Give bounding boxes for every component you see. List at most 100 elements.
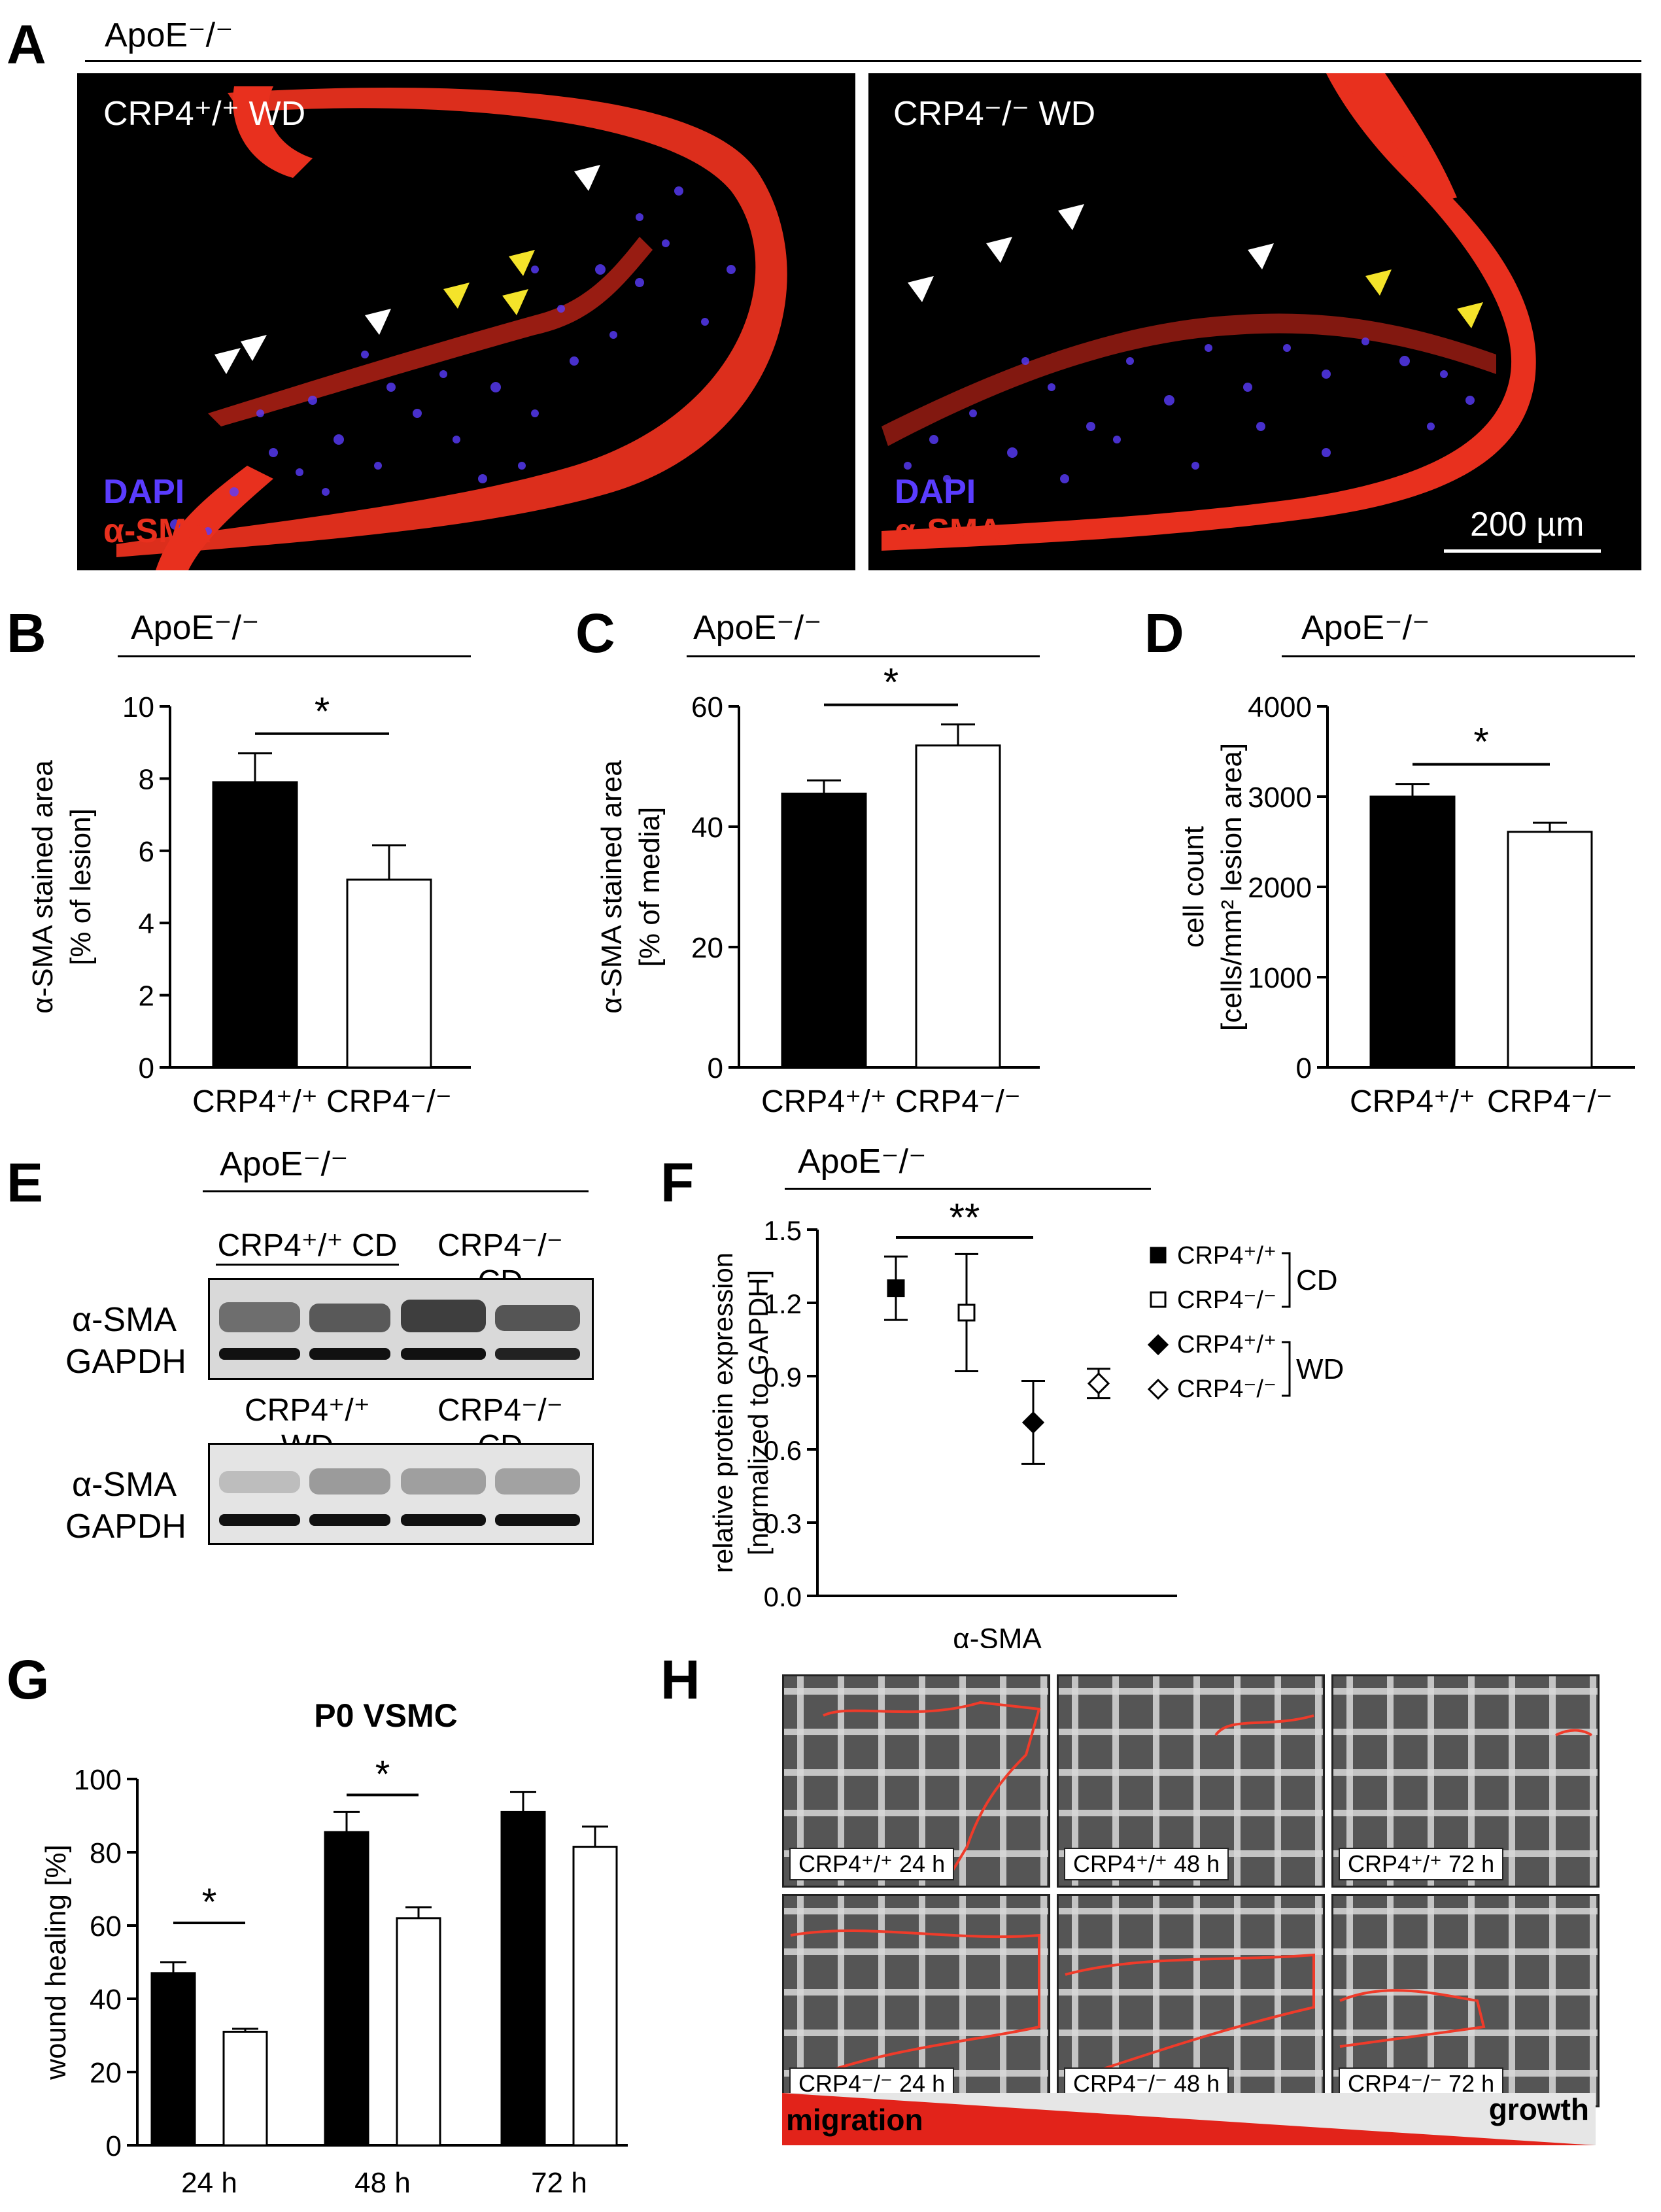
grid-line-vertical (959, 1676, 966, 1886)
chart-g-x-label: 48 h (354, 2167, 411, 2199)
wound-image-tile: CRP4⁻/⁻ 24 h (782, 1894, 1050, 2107)
panel-f-header: ApoE⁻/⁻ (798, 1143, 927, 1181)
wound-image-tile: CRP4⁻/⁻ 72 h (1331, 1894, 1600, 2107)
grid-line-vertical (1428, 1896, 1434, 2105)
grid-line-horizontal (784, 1948, 1048, 1955)
blot1-gapdh-label: GAPDH (65, 1343, 186, 1381)
chart-f-legend-label: CRP4⁻/⁻ (1177, 1375, 1276, 1403)
migration-growth-bar: migration growth (782, 2092, 1596, 2145)
grid-line-horizontal (1333, 1769, 1598, 1776)
grid-line-horizontal (1059, 1769, 1323, 1776)
chart-g-bar (396, 1917, 441, 2147)
scale-bar-label: 200 µm (1470, 506, 1584, 544)
grid-line-horizontal (1333, 1810, 1598, 1816)
panel-letter-b: B (7, 602, 46, 664)
micrograph-wt-label: CRP4⁺/⁺ WD (103, 95, 306, 133)
grid-line-vertical (1193, 1676, 1200, 1886)
chart-f-point (887, 1279, 905, 1298)
grid-line-vertical (1428, 1676, 1434, 1886)
grid-line-horizontal (1059, 1729, 1323, 1735)
chart-d-ytick-label: 0 (1296, 1052, 1312, 1084)
chart-c-ylabel-2: [% of media] (634, 807, 666, 967)
grid-line-vertical (797, 1676, 804, 1886)
western-blot-2 (208, 1443, 594, 1545)
wound-image-tile: CRP4⁺/⁺ 24 h (782, 1674, 1050, 1888)
chart-d-ytick-label: 2000 (1248, 872, 1312, 904)
chart-g-title: P0 VSMC (314, 1697, 458, 1734)
chart-b-x-label: CRP4⁻/⁻ (326, 1084, 452, 1119)
wound-tile-label: CRP4⁺/⁺ 48 h (1064, 1848, 1229, 1880)
grid-line-vertical (1040, 1676, 1047, 1886)
chart-f-legend-marker (1147, 1378, 1169, 1400)
western-blot-1 (208, 1278, 594, 1380)
wound-edge-trace (1065, 1953, 1315, 2081)
chart-f-sig-marker: ** (950, 1196, 980, 1239)
grid-line-vertical (1153, 1676, 1159, 1886)
panel-letter-a: A (7, 14, 46, 75)
grid-line-horizontal (1333, 1908, 1598, 1914)
chart-b-x-label: CRP4⁺/⁺ (192, 1084, 318, 1119)
chart-f-ylabel: relative protein expression (708, 1253, 738, 1573)
grid-line-vertical (838, 1896, 844, 2105)
grid-line-horizontal (1059, 1989, 1323, 1996)
grid-line-vertical (1387, 1896, 1394, 2105)
chart-f-legend-label: CRP4⁺/⁺ (1177, 1331, 1276, 1358)
grid-line-horizontal (784, 1688, 1048, 1695)
chart-g-bar (222, 2030, 268, 2147)
chart-b-ytick-label: 0 (139, 1052, 154, 1084)
grid-line-vertical (1072, 1896, 1078, 2105)
chart-g-ytick-label: 100 (74, 1764, 122, 1796)
grid-line-vertical (1549, 1896, 1556, 2105)
panel-d-header: ApoE⁻/⁻ (1301, 609, 1430, 647)
grid-line-vertical (1346, 1676, 1353, 1886)
panel-letter-e: E (7, 1152, 44, 1213)
grid-line-horizontal (1333, 1688, 1598, 1695)
wound-edge-trace (1555, 1729, 1593, 1737)
chart-g-bar (572, 1846, 618, 2147)
wound-tile-label: CRP4⁺/⁺ 24 h (789, 1848, 955, 1880)
chart-f-point (957, 1304, 976, 1322)
grid-line-vertical (1153, 1896, 1159, 2105)
growth-label: growth (1488, 2092, 1589, 2126)
chart-b-ylabel-2: [% of lesion] (65, 808, 97, 965)
panel-a-header: ApoE⁻/⁻ (105, 16, 233, 54)
chart-f-ytick-label: 0.3 (764, 1508, 802, 1539)
chart-f-legend-label: CRP4⁺/⁺ (1177, 1242, 1276, 1270)
grid-line-vertical (1315, 1676, 1322, 1886)
chart-f-legend-label: CRP4⁻/⁻ (1177, 1287, 1276, 1314)
grid-line-vertical (919, 1676, 925, 1886)
micrograph-wt: CRP4⁺/⁺ WD DAPI α-SMA (77, 73, 855, 570)
chart-b-ytick-label: 10 (122, 691, 154, 723)
blot1-group1: CRP4⁺/⁺ CD (216, 1227, 399, 1266)
chart-f-ylabel-2: [normalized to GAPDH] (743, 1270, 774, 1556)
grid-line-vertical (1468, 1676, 1475, 1886)
chart-f-point (1087, 1372, 1110, 1395)
blot2-gapdh-label: GAPDH (65, 1508, 186, 1546)
chart-f-ytick-label: 0.6 (764, 1435, 802, 1466)
panel-e-rule (203, 1190, 589, 1192)
chart-g-sig-marker: * (375, 1753, 390, 1795)
grid-line-vertical (1275, 1676, 1281, 1886)
chart-c-ytick-label: 60 (691, 691, 723, 723)
chart-b-ytick-label: 4 (139, 908, 154, 940)
chart-b-bar (212, 781, 298, 1069)
grid-line-vertical (1112, 1896, 1119, 2105)
panel-c-header: ApoE⁻/⁻ (693, 609, 822, 647)
grid-line-vertical (1387, 1676, 1394, 1886)
micrograph-wt-asma-label: α-SMA (103, 512, 211, 550)
chart-b-sig-marker: * (315, 689, 330, 733)
panel-c-rule (687, 655, 1040, 657)
migration-label: migration (786, 2103, 923, 2137)
grid-line-vertical (919, 1896, 925, 2105)
panel-letter-f: F (660, 1152, 694, 1213)
wound-tile-label: CRP4⁺/⁺ 72 h (1339, 1848, 1504, 1880)
chart-b-ytick-label: 6 (139, 836, 154, 868)
chart-g-ytick-label: 20 (90, 2057, 122, 2089)
chart-f-legend-wd: WD (1296, 1353, 1344, 1385)
grid-line-horizontal (1059, 2030, 1323, 2036)
chart-g-bar (150, 1972, 196, 2147)
blot1-asma-label: α-SMA (72, 1301, 177, 1339)
chart-b: 0 2 4 6 8 10 CRP4⁺/⁺ CRP4⁻/⁻ * α-SMA stained area… (27, 689, 471, 1119)
wound-image-tile: CRP4⁻/⁻ 48 h (1057, 1894, 1325, 2107)
chart-c-ytick-label: 20 (691, 932, 723, 964)
